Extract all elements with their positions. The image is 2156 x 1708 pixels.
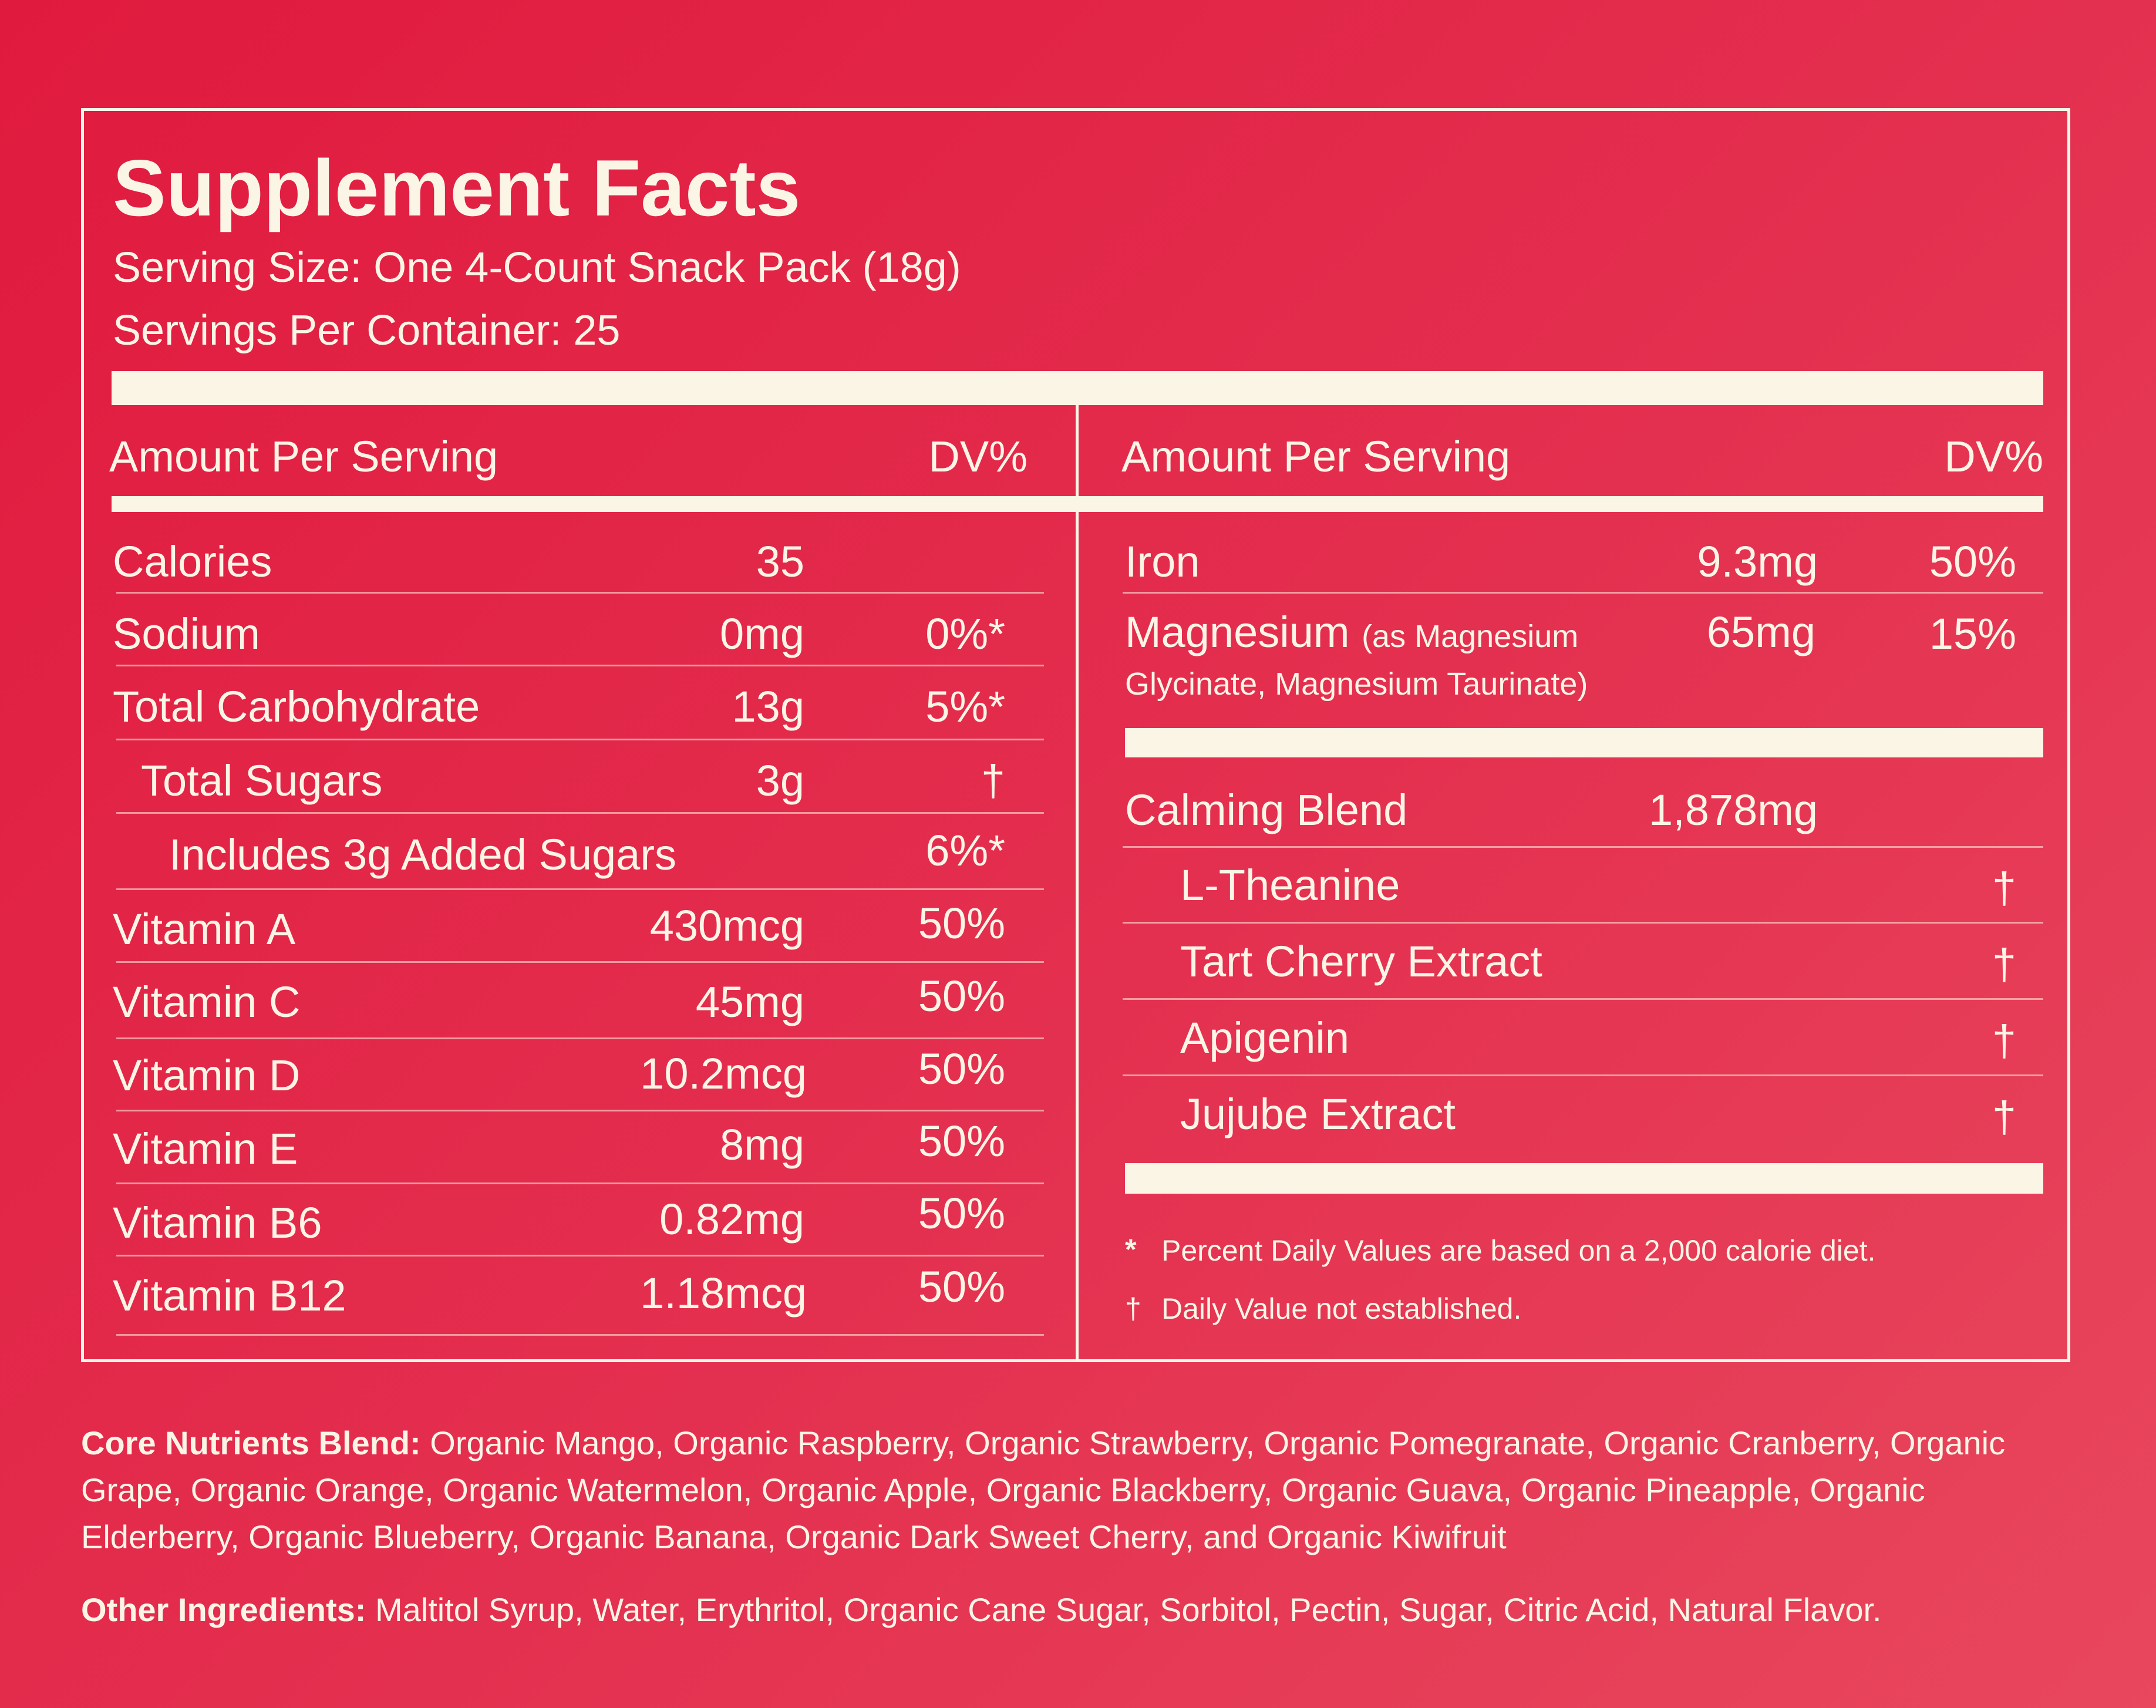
footnote-dagger-symbol: † (1125, 1292, 1141, 1325)
right-header-amount: Amount Per Serving (1121, 432, 1511, 481)
top-thick-bar (112, 371, 2043, 405)
serving-size: Serving Size: One 4-Count Snack Pack (18… (113, 244, 961, 291)
row-divider (1123, 592, 2043, 594)
row-vitamin-b12-dv: 50% (918, 1262, 1005, 1311)
row-divider (116, 739, 1044, 740)
left-header-dv: DV% (928, 432, 1028, 481)
row-iron-name: Iron (1125, 537, 1200, 586)
left-header-amount: Amount Per Serving (109, 432, 498, 481)
row-tart-cherry-dv: † (1992, 940, 2016, 989)
row-iron-dv: 50% (1929, 537, 2016, 586)
row-sodium-amount: 0mg (720, 609, 804, 658)
row-apigenin-name: Apigenin (1180, 1013, 1350, 1062)
row-vitamin-b12-amount: 1.18mcg (640, 1269, 807, 1318)
row-divider (116, 1334, 1044, 1336)
core-nutrients-label: Core Nutrients Blend: (81, 1424, 421, 1461)
row-calories-name: Calories (113, 537, 272, 586)
other-ingredients-text: Maltitol Syrup, Water, Erythritol, Organ… (375, 1591, 1882, 1628)
row-divider (116, 592, 1044, 594)
other-ingredients-paragraph: Other Ingredients: Maltitol Syrup, Water… (81, 1586, 2077, 1633)
row-tart-cherry-name: Tart Cherry Extract (1180, 937, 1542, 986)
row-vitamin-e-dv: 50% (918, 1117, 1005, 1165)
row-vitamin-b12-name: Vitamin B12 (113, 1271, 346, 1320)
panel-title: Supplement Facts (113, 143, 801, 233)
mid-thick-bar (1125, 728, 2043, 757)
row-calming-blend-name: Calming Blend (1125, 786, 1408, 834)
row-jujube-name: Jujube Extract (1180, 1090, 1456, 1138)
row-sugars-name: Total Sugars (141, 756, 383, 805)
other-ingredients-label: Other Ingredients: (81, 1591, 366, 1628)
magnesium-form-note: (as Magnesium (1362, 619, 1579, 654)
row-magnesium-name: Magnesium (as Magnesium (1125, 611, 1578, 654)
row-vitamin-b6-name: Vitamin B6 (113, 1198, 322, 1247)
row-iron-amount: 9.3mg (1697, 537, 1818, 586)
row-divider (116, 665, 1044, 666)
row-l-theanine-name: L-Theanine (1180, 861, 1400, 909)
row-vitamin-a-amount: 430mcg (649, 901, 804, 950)
row-jujube-dv: † (1992, 1093, 2016, 1141)
core-nutrients-text: Organic Mango, Organic Raspberry, Organi… (81, 1424, 2006, 1555)
row-divider (116, 888, 1044, 890)
row-vitamin-b6-amount: 0.82mg (659, 1195, 804, 1244)
row-added-sugars-dv: 6%* (925, 826, 1005, 875)
row-vitamin-a-dv: 50% (918, 899, 1005, 948)
row-divider (116, 1255, 1044, 1256)
row-carbohydrate-dv: 5%* (925, 682, 1005, 731)
footnote-star-symbol: * (1125, 1233, 1137, 1266)
row-vitamin-b6-dv: 50% (918, 1189, 1005, 1238)
row-divider (1123, 998, 2043, 1000)
row-vitamin-e-name: Vitamin E (113, 1124, 298, 1173)
row-vitamin-e-amount: 8mg (720, 1120, 804, 1169)
row-carbohydrate-amount: 13g (732, 682, 804, 731)
row-magnesium-dv: 15% (1929, 609, 2016, 658)
row-sugars-dv: † (981, 756, 1005, 805)
row-divider (1123, 1074, 2043, 1076)
magnesium-label: Magnesium (1125, 608, 1350, 656)
row-sugars-amount: 3g (756, 756, 804, 805)
row-vitamin-a-name: Vitamin A (113, 905, 296, 954)
row-vitamin-c-amount: 45mg (695, 978, 804, 1026)
row-magnesium-amount: 65mg (1706, 608, 1815, 656)
row-apigenin-dv: † (1992, 1016, 2016, 1065)
row-vitamin-c-name: Vitamin C (113, 978, 301, 1026)
row-divider (1123, 922, 2043, 924)
row-divider (116, 1037, 1044, 1039)
magnesium-form-note-line2: Glycinate, Magnesium Taurinate) (1125, 666, 1588, 702)
servings-per-container: Servings Per Container: 25 (113, 307, 621, 354)
right-header-dv: DV% (1944, 432, 2043, 481)
column-divider (1076, 405, 1079, 1362)
right-header-bar (1079, 496, 2043, 512)
row-sodium-name: Sodium (113, 609, 260, 658)
row-calories-amount: 35 (756, 537, 804, 586)
row-l-theanine-dv: † (1992, 864, 2016, 912)
row-sodium-dv: 0%* (925, 609, 1005, 658)
row-vitamin-c-dv: 50% (918, 972, 1005, 1020)
row-vitamin-d-dv: 50% (918, 1045, 1005, 1093)
row-divider (116, 812, 1044, 814)
bottom-thick-bar (1125, 1163, 2043, 1194)
row-added-sugars-name: Includes 3g Added Sugars (169, 830, 676, 879)
footnote-star: Percent Daily Values are based on a 2,00… (1161, 1234, 1876, 1267)
row-divider (116, 1183, 1044, 1184)
row-calming-blend-amount: 1,878mg (1649, 786, 1818, 834)
row-divider (1123, 846, 2043, 848)
row-vitamin-d-amount: 10.2mcg (640, 1049, 807, 1098)
core-nutrients-paragraph: Core Nutrients Blend: Organic Mango, Org… (81, 1420, 2077, 1561)
footnote-dagger: Daily Value not established. (1161, 1292, 1522, 1325)
row-vitamin-d-name: Vitamin D (113, 1051, 301, 1100)
row-carbohydrate-name: Total Carbohydrate (113, 682, 480, 731)
left-header-bar (112, 496, 1076, 512)
row-divider (116, 961, 1044, 963)
row-divider (116, 1110, 1044, 1111)
